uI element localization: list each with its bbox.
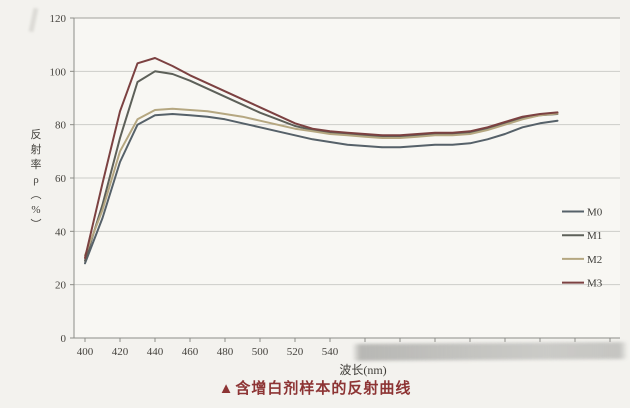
y-axis-title-char: ρ [33,174,39,186]
y-tick-label: 0 [61,333,67,345]
y-axis-title-char: 射 [30,144,42,156]
y-tick-label: 120 [50,13,67,25]
y-axis-title-char: 率 [30,159,42,171]
legend-label-M0: M0 [587,207,603,219]
x-axis-title: 波长(nm) [339,363,387,377]
y-axis-title-char: % [31,204,41,216]
curve-M2 [84,107,559,257]
legend-label-M1: M1 [587,230,602,242]
y-tick-label: 80 [55,120,67,132]
caption-triangle-icon: ▲ [218,380,235,397]
curve-M0 [84,113,559,265]
figure-caption: ▲含增白剂样本的反射曲线 [0,377,630,398]
curve-M3 [84,57,559,259]
x-tick-label: 420 [112,346,129,358]
y-tick-label: 20 [55,280,67,292]
y-axis-title: 反射率 ρ ︵% ︶ [28,128,44,233]
y-tick-label: 60 [55,173,67,185]
caption-label: 含增白剂样本的反射曲线 [235,380,412,397]
x-tick-label: 520 [287,346,304,358]
y-axis-title-char: ︶ [30,219,42,231]
x-tick-label: 540 [322,346,339,358]
x-tick-label: 440 [147,346,164,358]
legend-label-M3: M3 [587,278,603,290]
y-tick-label: 40 [55,226,67,238]
x-tick-label: 460 [182,346,199,358]
y-axis-title-char: 反 [30,129,42,141]
curve-M1 [84,70,559,262]
x-tick-label: 500 [252,346,269,358]
watermark-blur [351,342,629,361]
y-tick-label: 100 [50,66,67,78]
y-axis-title-char: ︵ [30,189,42,201]
x-tick-label: 480 [217,346,234,358]
chart-canvas: 0 20 40 60 80 100 120 400 420 440 460 480 500 520 540 M… [50,13,620,358]
reflectance-chart: 0 20 40 60 80 100 120 400 420 440 460 480 500 520 540 M… [28,7,629,377]
legend-label-M2: M2 [587,254,602,266]
x-tick-label: 400 [77,346,94,358]
